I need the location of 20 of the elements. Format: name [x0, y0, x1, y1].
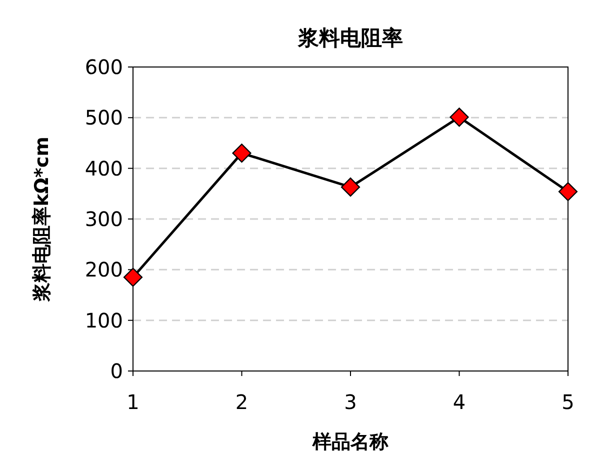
y-tick-label: 300 — [84, 207, 123, 231]
y-tick-label: 200 — [84, 258, 123, 282]
x-tick-label: 3 — [344, 390, 357, 414]
y-tick-label: 400 — [84, 156, 123, 180]
x-axis-title: 样品名称 — [312, 431, 388, 453]
point — [123, 268, 143, 287]
chart-title: 浆料电阻率 — [297, 26, 403, 50]
y-tick-label: 0 — [110, 359, 123, 383]
y-tick-label: 600 — [84, 55, 123, 79]
x-tick-label: 1 — [126, 390, 140, 414]
y-axis-title: 浆料电阻率kΩ*cm — [31, 136, 53, 302]
x-tick-label: 2 — [235, 390, 248, 414]
point — [232, 144, 252, 163]
y-tick-label: 500 — [84, 106, 123, 130]
y-tick-label: 100 — [84, 308, 123, 332]
point — [450, 108, 469, 127]
x-tick-label: 4 — [452, 390, 466, 414]
point — [558, 182, 578, 202]
x-tick-label: 5 — [562, 390, 574, 414]
point — [340, 178, 360, 197]
